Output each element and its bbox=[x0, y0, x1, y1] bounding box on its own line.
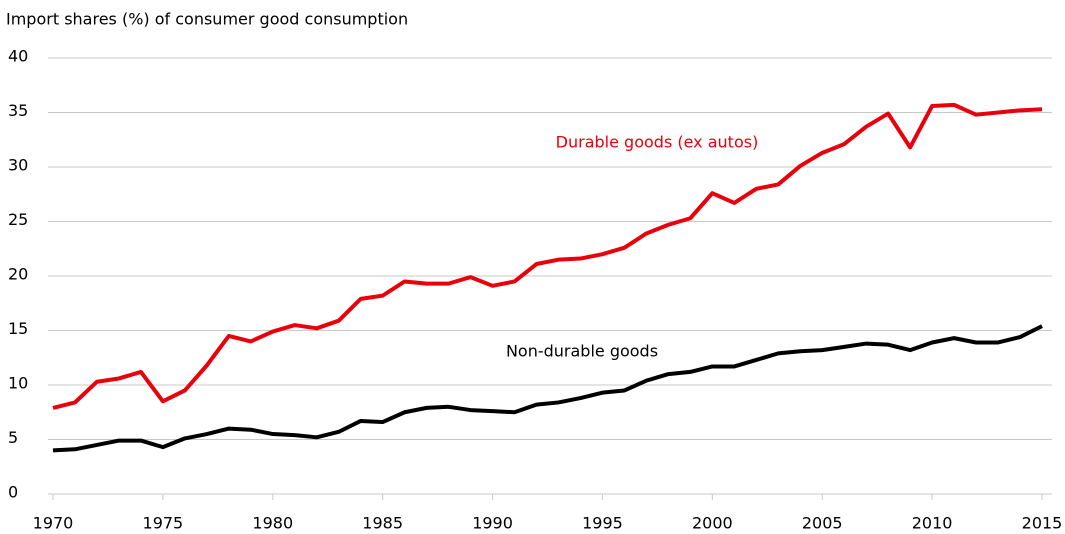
y-tick-label: 35 bbox=[8, 101, 28, 120]
x-tick-label: 2015 bbox=[1022, 514, 1063, 533]
y-tick-label: 5 bbox=[8, 428, 18, 447]
y-tick-label: 15 bbox=[8, 319, 28, 338]
series-label: Non-durable goods bbox=[506, 342, 658, 361]
x-tick-label: 2005 bbox=[802, 514, 843, 533]
x-tick-label: 1985 bbox=[362, 514, 403, 533]
y-tick-label: 30 bbox=[8, 156, 28, 175]
x-tick-label: 2000 bbox=[692, 514, 733, 533]
chart-title: Import shares (%) of consumer good consu… bbox=[6, 10, 408, 29]
x-tick-label: 1990 bbox=[472, 514, 513, 533]
x-tick-label: 1970 bbox=[33, 514, 74, 533]
x-tick-label: 1995 bbox=[582, 514, 623, 533]
x-tick-label: 2010 bbox=[912, 514, 953, 533]
series-line bbox=[52, 324, 1043, 453]
y-tick-label: 10 bbox=[8, 374, 28, 393]
x-tick-label: 1980 bbox=[252, 514, 293, 533]
series-line bbox=[52, 102, 1043, 410]
y-tick-label: 20 bbox=[8, 265, 28, 284]
y-tick-label: 25 bbox=[8, 210, 28, 229]
y-tick-label: 0 bbox=[8, 483, 18, 502]
x-tick-label: 1975 bbox=[143, 514, 184, 533]
series-label: Durable goods (ex autos) bbox=[556, 133, 759, 152]
y-tick-label: 40 bbox=[8, 47, 28, 66]
